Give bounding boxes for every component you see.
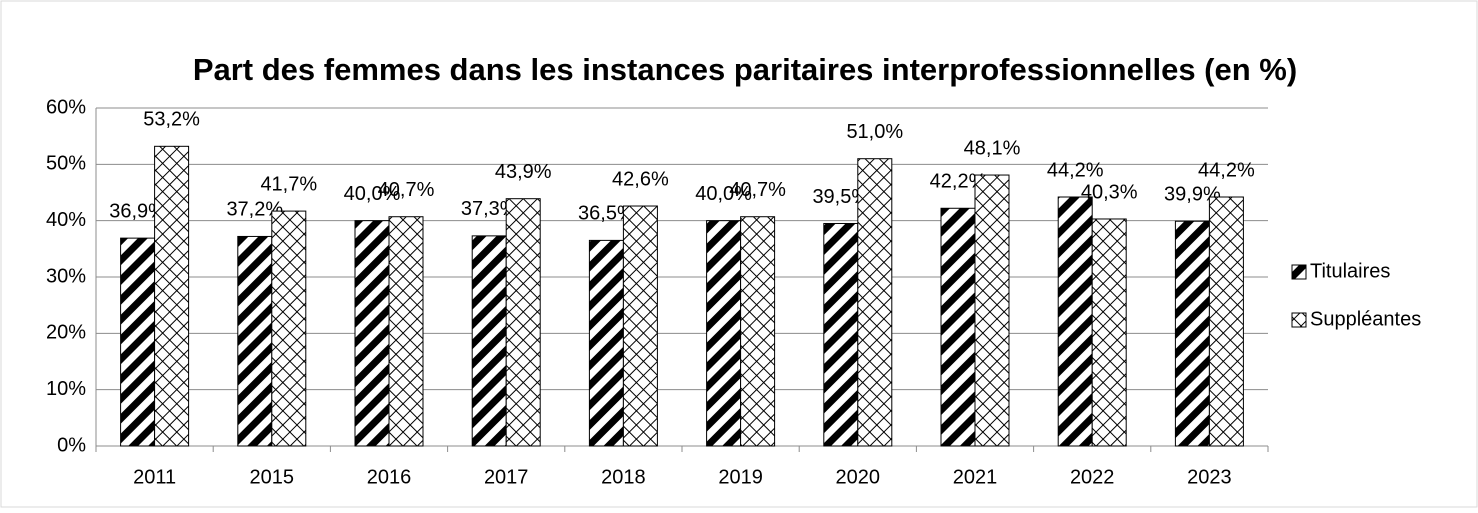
bar <box>388 216 424 447</box>
bar <box>740 216 776 447</box>
y-tick-label: 10% <box>46 378 86 400</box>
value-label: 36,5% <box>578 203 635 225</box>
bar <box>120 237 156 447</box>
chart-title: Part des femmes dans les instances parit… <box>193 52 1297 87</box>
value-label: 44,2% <box>1047 159 1104 181</box>
x-tick-label: 2011 <box>133 466 176 488</box>
bar <box>974 174 1010 447</box>
legend-label: Suppléantes <box>1310 308 1421 330</box>
bar <box>588 239 624 447</box>
value-label: 53,2% <box>143 109 200 131</box>
value-label: 36,9% <box>109 200 166 222</box>
y-tick-label: 0% <box>57 434 86 456</box>
value-label: 40,0% <box>695 183 752 205</box>
value-label: 40,7% <box>729 179 786 201</box>
bar <box>505 198 541 447</box>
x-tick-label: 2017 <box>484 466 529 488</box>
x-tick-label: 2023 <box>1187 466 1232 488</box>
value-label: 48,1% <box>964 137 1021 159</box>
value-label: 42,6% <box>612 168 669 190</box>
x-tick-label: 2021 <box>953 466 998 488</box>
value-label: 40,7% <box>378 179 435 201</box>
bar <box>271 210 307 447</box>
bar <box>354 220 390 447</box>
value-label: 37,3% <box>461 198 518 220</box>
bar <box>857 158 893 447</box>
bar <box>622 205 658 447</box>
value-label: 51,0% <box>846 121 903 143</box>
x-tick-label: 2019 <box>718 466 763 488</box>
value-label: 42,2% <box>930 171 987 193</box>
bar <box>471 235 507 447</box>
y-tick-label: 30% <box>46 265 86 287</box>
value-label: 39,5% <box>812 186 869 208</box>
x-tick-label: 2018 <box>601 466 646 488</box>
bar <box>1091 218 1127 447</box>
y-tick-label: 60% <box>46 96 86 118</box>
legend-swatch <box>1291 312 1307 328</box>
bar <box>237 235 273 447</box>
bar <box>823 222 859 447</box>
y-tick-label: 50% <box>46 153 86 175</box>
bar <box>1208 196 1244 447</box>
legend-swatch <box>1291 264 1307 280</box>
legend-label: Titulaires <box>1310 260 1390 282</box>
value-label: 40,3% <box>1081 181 1138 203</box>
value-label: 39,9% <box>1164 184 1221 206</box>
value-label: 41,7% <box>260 173 317 195</box>
x-tick-label: 2016 <box>367 466 412 488</box>
value-label: 43,9% <box>495 161 552 183</box>
y-tick-label: 20% <box>46 322 86 344</box>
bar <box>940 207 976 447</box>
bar <box>706 220 742 447</box>
value-label: 37,2% <box>226 199 283 221</box>
x-tick-label: 2022 <box>1070 466 1115 488</box>
x-tick-label: 2020 <box>836 466 881 488</box>
bar <box>1057 196 1093 447</box>
bar <box>1174 220 1210 447</box>
value-label: 44,2% <box>1198 159 1255 181</box>
bar <box>154 145 190 447</box>
value-label: 40,0% <box>344 183 401 205</box>
y-tick-label: 40% <box>46 209 86 231</box>
x-tick-label: 2015 <box>250 466 295 488</box>
